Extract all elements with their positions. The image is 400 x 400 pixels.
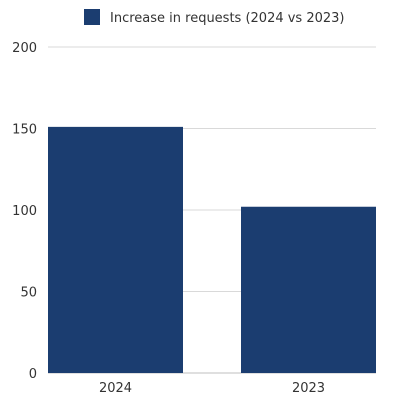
bar-2023 (241, 206, 376, 373)
y-tick-label: 0 (29, 367, 37, 382)
legend: Increase in requests (2024 vs 2023) (84, 9, 345, 26)
x-tick-label: 2024 (99, 381, 132, 396)
y-tick-label: 50 (20, 286, 37, 301)
y-tick-label: 150 (12, 123, 37, 138)
y-tick-label: 200 (12, 41, 37, 56)
bars (48, 126, 376, 374)
bar-2024 (48, 126, 183, 374)
y-axis: 0 50 100 150 200 (12, 41, 37, 382)
x-axis: 2024 2023 (99, 381, 325, 396)
y-tick-label: 100 (12, 204, 37, 219)
legend-swatch (84, 9, 100, 25)
legend-label: Increase in requests (2024 vs 2023) (110, 11, 345, 26)
x-tick-label: 2023 (292, 381, 325, 396)
